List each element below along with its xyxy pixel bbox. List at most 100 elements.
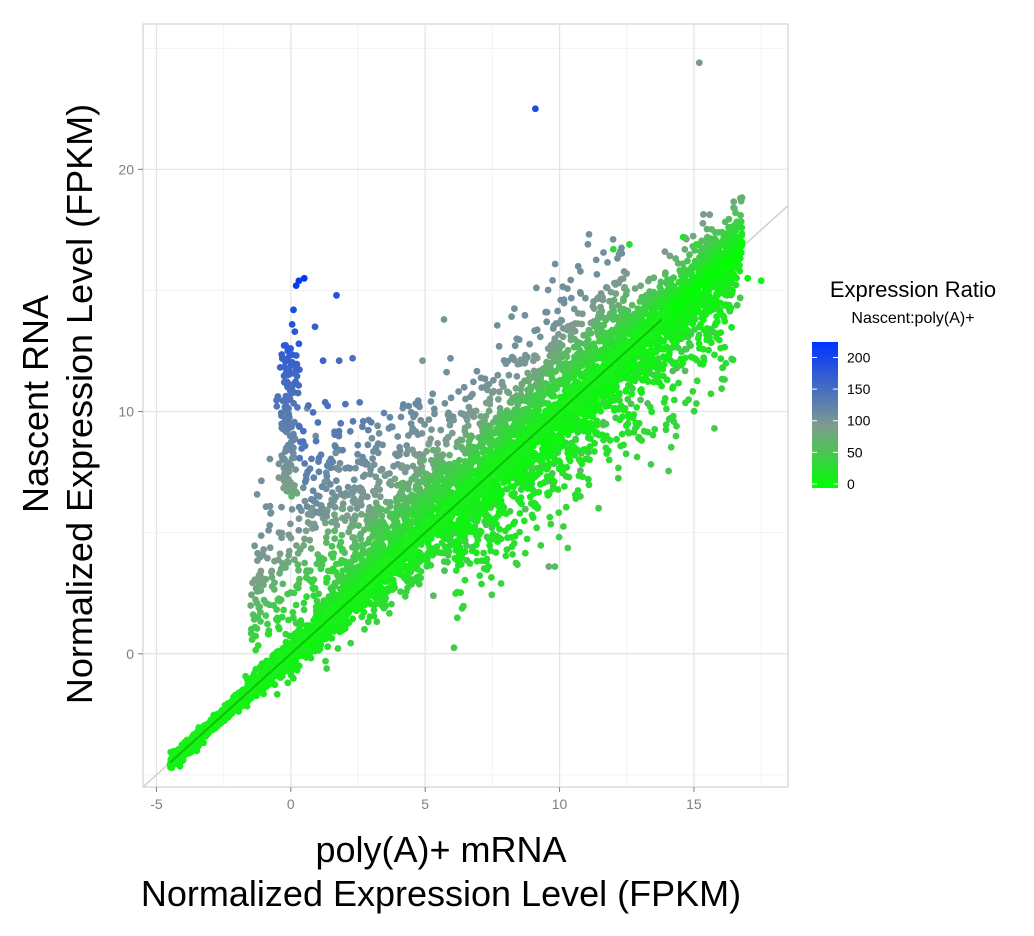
data-point: [430, 405, 438, 413]
data-point: [455, 388, 462, 395]
data-point: [549, 277, 556, 284]
data-point: [382, 498, 390, 506]
data-point: [585, 231, 593, 238]
data-point: [623, 314, 630, 322]
data-point: [674, 260, 682, 267]
data-point: [301, 559, 308, 567]
data-point: [277, 565, 285, 573]
data-point: [584, 346, 592, 354]
data-point: [258, 477, 265, 485]
data-point: [736, 262, 743, 269]
data-point: [346, 580, 353, 587]
data-point: [303, 593, 310, 601]
data-point: [688, 264, 696, 272]
data-point: [721, 272, 729, 280]
data-point: [736, 294, 744, 302]
data-point: [511, 305, 518, 312]
data-point: [370, 606, 378, 614]
data-point: [404, 484, 412, 492]
data-point: [600, 350, 608, 358]
data-point: [623, 270, 631, 277]
data-point: [497, 447, 504, 454]
data-point: [517, 424, 525, 432]
data-point: [374, 422, 381, 430]
data-point: [328, 542, 336, 550]
data-point: [331, 626, 339, 634]
data-point: [322, 519, 329, 527]
data-point: [367, 465, 374, 473]
data-point: [533, 284, 540, 292]
data-point: [536, 333, 544, 341]
data-point: [561, 371, 569, 378]
data-point: [508, 313, 515, 320]
data-point: [440, 558, 448, 565]
data-point: [324, 643, 332, 651]
data-point: [256, 663, 264, 671]
data-point: [662, 269, 669, 276]
data-point: [295, 566, 302, 574]
data-point: [677, 289, 685, 297]
data-point: [459, 446, 467, 453]
data-point: [482, 412, 490, 420]
data-point: [288, 506, 296, 513]
data-point: [738, 194, 746, 202]
data-point: [510, 421, 518, 429]
data-point: [439, 451, 447, 458]
data-point: [265, 681, 273, 688]
data-point: [253, 491, 261, 498]
data-point: [446, 451, 453, 459]
data-point: [608, 304, 616, 311]
data-point: [692, 286, 700, 293]
data-point: [570, 359, 578, 367]
data-point: [451, 459, 459, 467]
data-point: [485, 428, 493, 436]
data-point: [417, 568, 425, 575]
data-point: [661, 248, 669, 256]
data-point: [319, 601, 327, 608]
data-point: [577, 268, 584, 275]
data-point: [292, 601, 300, 609]
data-point: [606, 310, 614, 318]
data-point: [513, 414, 521, 422]
data-point: [469, 508, 477, 515]
data-point: [628, 301, 636, 309]
data-point: [582, 368, 590, 375]
data-point: [678, 301, 686, 309]
data-point: [669, 313, 677, 321]
data-point: [684, 257, 691, 265]
data-point: [541, 411, 548, 419]
data-point: [366, 599, 373, 606]
data-point: [253, 625, 261, 632]
data-point: [699, 261, 707, 269]
data-point: [312, 432, 320, 440]
data-point: [607, 288, 615, 296]
data-point: [644, 311, 652, 319]
data-point: [373, 618, 381, 626]
data-point: [504, 440, 512, 448]
data-point: [447, 394, 455, 402]
data-point: [696, 275, 704, 283]
data-point: [368, 434, 376, 442]
data-point: [593, 271, 601, 278]
data-point: [252, 646, 260, 654]
data-point: [251, 542, 258, 550]
data-point: [467, 451, 474, 459]
data-point: [738, 224, 746, 232]
data-point: [531, 401, 539, 409]
data-point: [521, 505, 529, 513]
plot-panel: [142, 23, 789, 788]
data-point: [374, 591, 381, 599]
data-point: [660, 329, 668, 336]
data-point: [563, 353, 571, 361]
data-point: [531, 395, 539, 403]
data-point: [543, 318, 551, 326]
data-point: [254, 557, 261, 564]
data-point: [397, 588, 404, 595]
data-point: [543, 358, 550, 366]
data-point: [506, 398, 514, 406]
data-point: [364, 618, 372, 626]
data-point: [313, 597, 321, 605]
data-point: [738, 242, 746, 250]
data-point: [465, 403, 473, 411]
data-point: [387, 539, 395, 546]
